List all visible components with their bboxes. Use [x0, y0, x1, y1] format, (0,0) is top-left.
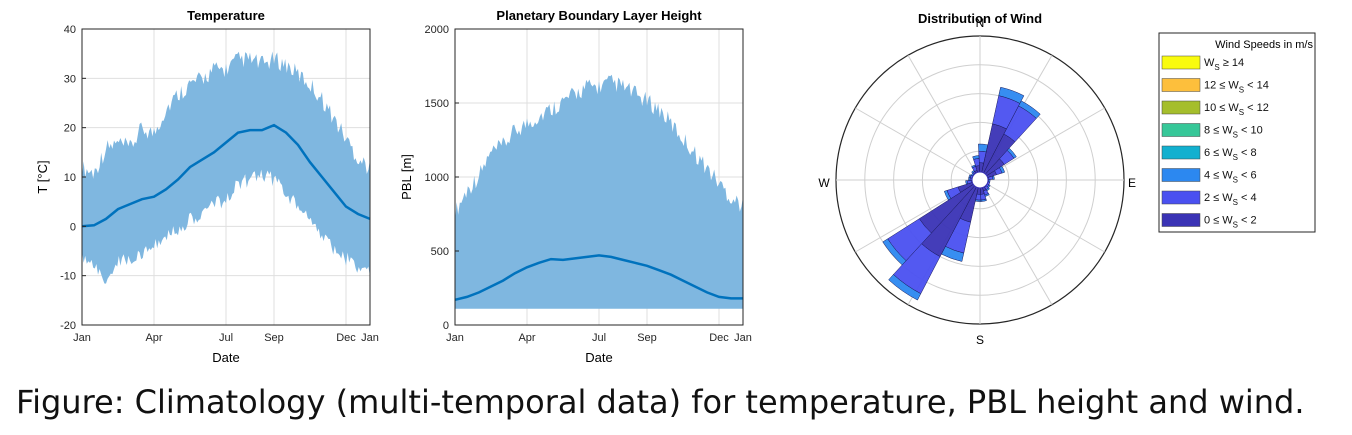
wind-direction-e: E — [1128, 176, 1136, 190]
wind-legend-swatch — [1161, 78, 1201, 92]
wind-legend-label: 6 ≤ WS < 8 — [1204, 147, 1257, 162]
wind-title: Distribution of Wind — [918, 11, 1042, 26]
pbl-xtick-label: Apr — [518, 332, 535, 344]
wind-rose-spoke — [855, 107, 981, 181]
wind-legend-swatch — [1161, 100, 1201, 115]
pbl-y-ticks: 0 500 1000 1500 2000 — [425, 24, 459, 332]
wind-legend-label: 8 ≤ WS < 10 — [1204, 125, 1263, 140]
figure: Temperature -20 -10 0 10 20 30 40 Jan Apr Jul Sep… — [35, 8, 1316, 365]
wind-rose-calm-center — [971, 171, 989, 189]
wind-rose-sector — [968, 174, 972, 179]
wind-legend-swatch — [1161, 168, 1201, 182]
temperature-xlabel: Date — [212, 350, 239, 365]
temperature-title: Temperature — [187, 8, 265, 23]
temperature-mean-line — [81, 123, 371, 228]
temp-xtick-label: Jul — [219, 332, 233, 344]
wind-legend-label: 0 ≤ WS < 2 — [1204, 215, 1257, 230]
pbl-range-band — [455, 74, 743, 309]
wind-legend-swatch — [1161, 55, 1201, 70]
pbl-x-ticks: Jan Apr Jul Sep Dec Jan — [446, 332, 752, 344]
pbl-ytick-label: 1500 — [425, 98, 449, 110]
figure-caption: Figure: Climatology (multi-temporal data… — [16, 383, 1305, 421]
temp-ytick-label: 40 — [64, 24, 76, 36]
wind-rose-panel: Distribution of Wind N E S W — [818, 11, 1136, 347]
wind-legend-items: WS ≥ 14 12 ≤ WS < 14 10 ≤ WS < 12 8 ≤ WS < … — [1161, 55, 1269, 230]
wind-direction-s: S — [976, 333, 984, 347]
wind-rose-sector — [992, 175, 995, 180]
temp-xtick-label: Jan — [361, 332, 379, 344]
pbl-ytick-label: 1000 — [425, 172, 449, 184]
pbl-xlabel: Date — [585, 350, 612, 365]
temperature-range-band — [82, 51, 370, 284]
pbl-ytick-label: 0 — [443, 320, 449, 332]
wind-rose-sector — [1006, 147, 1017, 159]
temp-ytick-label: 30 — [64, 73, 76, 85]
wind-legend-label: 12 ≤ WS < 14 — [1204, 80, 1269, 95]
wind-rose-sector — [972, 155, 980, 160]
wind-rose-sector — [975, 199, 982, 202]
wind-rose-sector — [965, 180, 968, 185]
wind-rose-spoke — [979, 179, 1105, 253]
wind-rose-sector — [882, 238, 907, 266]
wind-legend-label: 2 ≤ WS < 4 — [1204, 192, 1257, 207]
wind-rose-sector — [999, 165, 1006, 174]
wind-legend: Wind Speeds in m/s WS ≥ 14 12 ≤ WS < 14 10… — [1158, 32, 1316, 233]
pbl-xtick-label: Jan — [734, 332, 752, 344]
temp-xtick-label: Dec — [336, 332, 356, 344]
pbl-ytick-label: 2000 — [425, 24, 449, 36]
temperature-ylabel: T [°C] — [35, 160, 50, 193]
wind-rose-spoke — [979, 179, 1053, 305]
pbl-panel: Planetary Boundary Layer Height 0 500 1000… — [399, 8, 752, 365]
wind-rose-spoke — [907, 55, 981, 181]
wind-legend-title: Wind Speeds in m/s — [1215, 39, 1313, 51]
temp-ytick-label: 0 — [70, 221, 76, 233]
temp-xtick-label: Sep — [264, 332, 284, 344]
temp-ytick-label: 20 — [64, 123, 76, 135]
pbl-mean-line — [454, 254, 743, 302]
wind-legend-swatch — [1161, 190, 1201, 205]
pbl-xtick-label: Dec — [709, 332, 729, 344]
wind-legend-swatch — [1161, 145, 1201, 160]
wind-rose-sector — [943, 190, 952, 201]
temp-ytick-label: -20 — [60, 320, 76, 332]
wind-legend-swatch — [1161, 213, 1201, 227]
wind-legend-label: WS ≥ 14 — [1204, 57, 1244, 72]
temp-ytick-label: 10 — [64, 172, 76, 184]
pbl-ylabel: PBL [m] — [399, 154, 414, 200]
temperature-panel: Temperature -20 -10 0 10 20 30 40 Jan Apr Jul Sep… — [35, 8, 379, 365]
pbl-xtick-label: Jan — [446, 332, 464, 344]
temperature-x-ticks: Jan Apr Jul Sep Dec Jan — [73, 332, 379, 344]
wind-legend-swatch — [1161, 123, 1201, 137]
pbl-ytick-label: 500 — [431, 246, 449, 258]
wind-rose-sector — [998, 86, 1025, 104]
temp-xtick-label: Apr — [145, 332, 162, 344]
wind-legend-label: 4 ≤ WS < 6 — [1204, 170, 1257, 185]
wind-legend-label: 10 ≤ WS < 12 — [1204, 102, 1269, 117]
temp-xtick-label: Jan — [73, 332, 91, 344]
pbl-xtick-label: Sep — [637, 332, 657, 344]
temp-ytick-label: -10 — [60, 271, 76, 283]
wind-rose-sector — [1018, 100, 1041, 119]
wind-rose-sector — [888, 274, 922, 301]
wind-direction-n: N — [976, 16, 985, 30]
wind-direction-w: W — [818, 176, 830, 190]
temperature-y-ticks: -20 -10 0 10 20 30 40 — [60, 24, 86, 332]
pbl-title: Planetary Boundary Layer Height — [496, 8, 702, 23]
pbl-xtick-label: Jul — [592, 332, 606, 344]
